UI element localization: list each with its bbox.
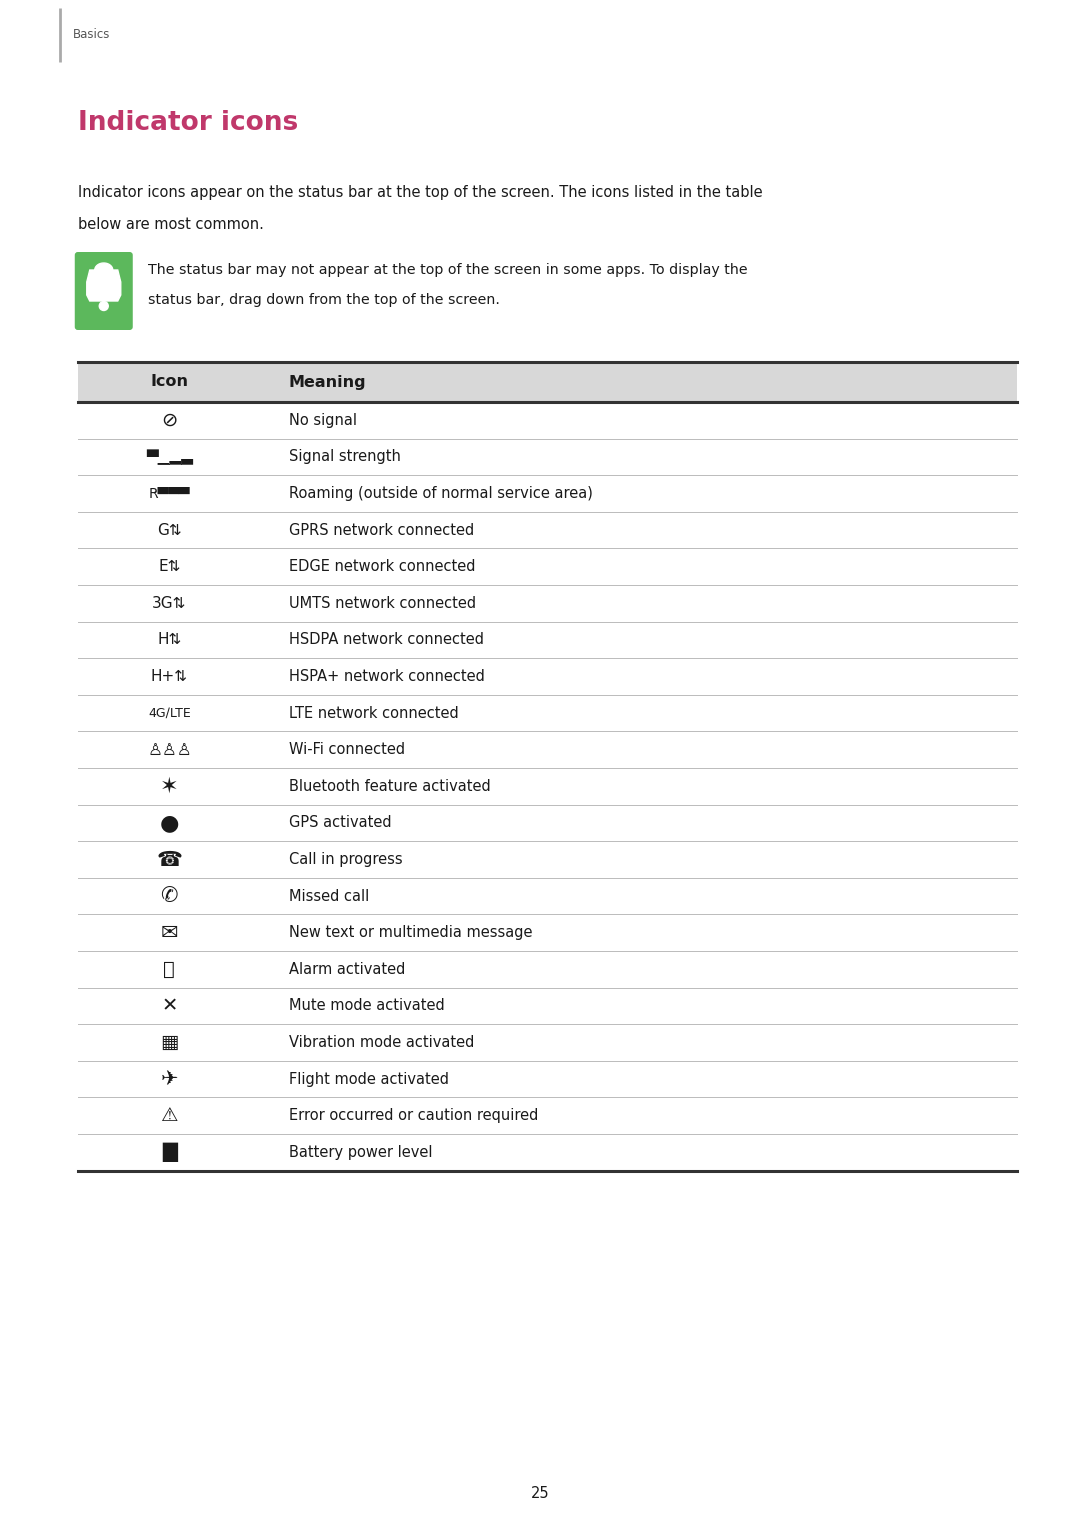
- Bar: [78, 1135, 1017, 1171]
- Text: Indicator icons: Indicator icons: [78, 110, 298, 136]
- Text: E⇅: E⇅: [158, 559, 180, 574]
- Text: Mute mode activated: Mute mode activated: [289, 999, 445, 1014]
- Bar: [78, 438, 1017, 475]
- Text: New text or multimedia message: New text or multimedia message: [289, 925, 532, 941]
- Text: Missed call: Missed call: [289, 889, 369, 904]
- Text: GPRS network connected: GPRS network connected: [289, 522, 474, 538]
- Text: █: █: [162, 1142, 177, 1162]
- Bar: [78, 915, 1017, 951]
- Text: ✕: ✕: [161, 997, 177, 1015]
- Text: LTE network connected: LTE network connected: [289, 705, 459, 721]
- Text: ✶: ✶: [160, 776, 178, 796]
- Circle shape: [99, 301, 108, 310]
- Text: R▀▀▀: R▀▀▀: [149, 487, 190, 501]
- Text: Meaning: Meaning: [289, 374, 366, 389]
- Text: ⚠: ⚠: [161, 1106, 178, 1125]
- Polygon shape: [95, 263, 112, 270]
- Bar: [78, 362, 1017, 402]
- Bar: [78, 731, 1017, 768]
- Text: ♙♙♙: ♙♙♙: [147, 741, 191, 759]
- Text: Vibration mode activated: Vibration mode activated: [289, 1035, 474, 1051]
- Text: 4G∕LTE: 4G∕LTE: [148, 707, 191, 719]
- Bar: [78, 878, 1017, 915]
- Text: HSPA+ network connected: HSPA+ network connected: [289, 669, 485, 684]
- Bar: [78, 585, 1017, 621]
- Bar: [78, 768, 1017, 805]
- Text: G⇅: G⇅: [157, 522, 181, 538]
- Text: ✉: ✉: [161, 922, 178, 942]
- Text: No signal: No signal: [289, 412, 357, 428]
- Text: ☎: ☎: [157, 849, 183, 869]
- Text: status bar, drag down from the top of the screen.: status bar, drag down from the top of th…: [148, 293, 500, 307]
- Text: Error occurred or caution required: Error occurred or caution required: [289, 1109, 538, 1124]
- Text: ▦: ▦: [160, 1032, 178, 1052]
- Text: The status bar may not appear at the top of the screen in some apps. To display : The status bar may not appear at the top…: [148, 263, 747, 276]
- Text: ▀▁▂▃: ▀▁▂▃: [146, 449, 193, 464]
- Text: ✈: ✈: [161, 1069, 178, 1089]
- Text: Indicator icons appear on the status bar at the top of the screen. The icons lis: Indicator icons appear on the status bar…: [78, 185, 762, 200]
- Bar: [78, 402, 1017, 438]
- Bar: [78, 548, 1017, 585]
- Bar: [78, 512, 1017, 548]
- Bar: [78, 988, 1017, 1025]
- Text: ⏰: ⏰: [163, 960, 175, 979]
- Text: UMTS network connected: UMTS network connected: [289, 596, 476, 611]
- Text: Icon: Icon: [150, 374, 188, 389]
- Text: 25: 25: [530, 1486, 550, 1501]
- Text: H+⇅: H+⇅: [151, 669, 188, 684]
- Text: Bluetooth feature activated: Bluetooth feature activated: [289, 779, 490, 794]
- Text: Roaming (outside of normal service area): Roaming (outside of normal service area): [289, 486, 593, 501]
- Text: Basics: Basics: [72, 29, 110, 41]
- Text: ●: ●: [160, 812, 179, 832]
- FancyBboxPatch shape: [75, 252, 133, 330]
- Bar: [78, 695, 1017, 731]
- Text: Call in progress: Call in progress: [289, 852, 403, 867]
- Text: Flight mode activated: Flight mode activated: [289, 1072, 449, 1087]
- Bar: [78, 841, 1017, 878]
- Text: H⇅: H⇅: [158, 632, 181, 647]
- Bar: [78, 658, 1017, 695]
- Bar: [78, 1025, 1017, 1061]
- Text: Battery power level: Battery power level: [289, 1145, 432, 1161]
- Bar: [78, 805, 1017, 841]
- Text: HSDPA network connected: HSDPA network connected: [289, 632, 484, 647]
- Bar: [78, 475, 1017, 512]
- Text: GPS activated: GPS activated: [289, 815, 392, 831]
- Text: ⊘: ⊘: [161, 411, 177, 429]
- Bar: [78, 621, 1017, 658]
- Text: Alarm activated: Alarm activated: [289, 962, 405, 977]
- Text: EDGE network connected: EDGE network connected: [289, 559, 475, 574]
- Polygon shape: [86, 270, 121, 301]
- Text: Wi-Fi connected: Wi-Fi connected: [289, 742, 405, 757]
- Text: 3G⇅: 3G⇅: [152, 596, 187, 611]
- Text: below are most common.: below are most common.: [78, 217, 264, 232]
- Bar: [78, 1098, 1017, 1135]
- Text: Signal strength: Signal strength: [289, 449, 401, 464]
- Text: ✆: ✆: [161, 886, 178, 906]
- Bar: [78, 1061, 1017, 1098]
- Bar: [78, 951, 1017, 988]
